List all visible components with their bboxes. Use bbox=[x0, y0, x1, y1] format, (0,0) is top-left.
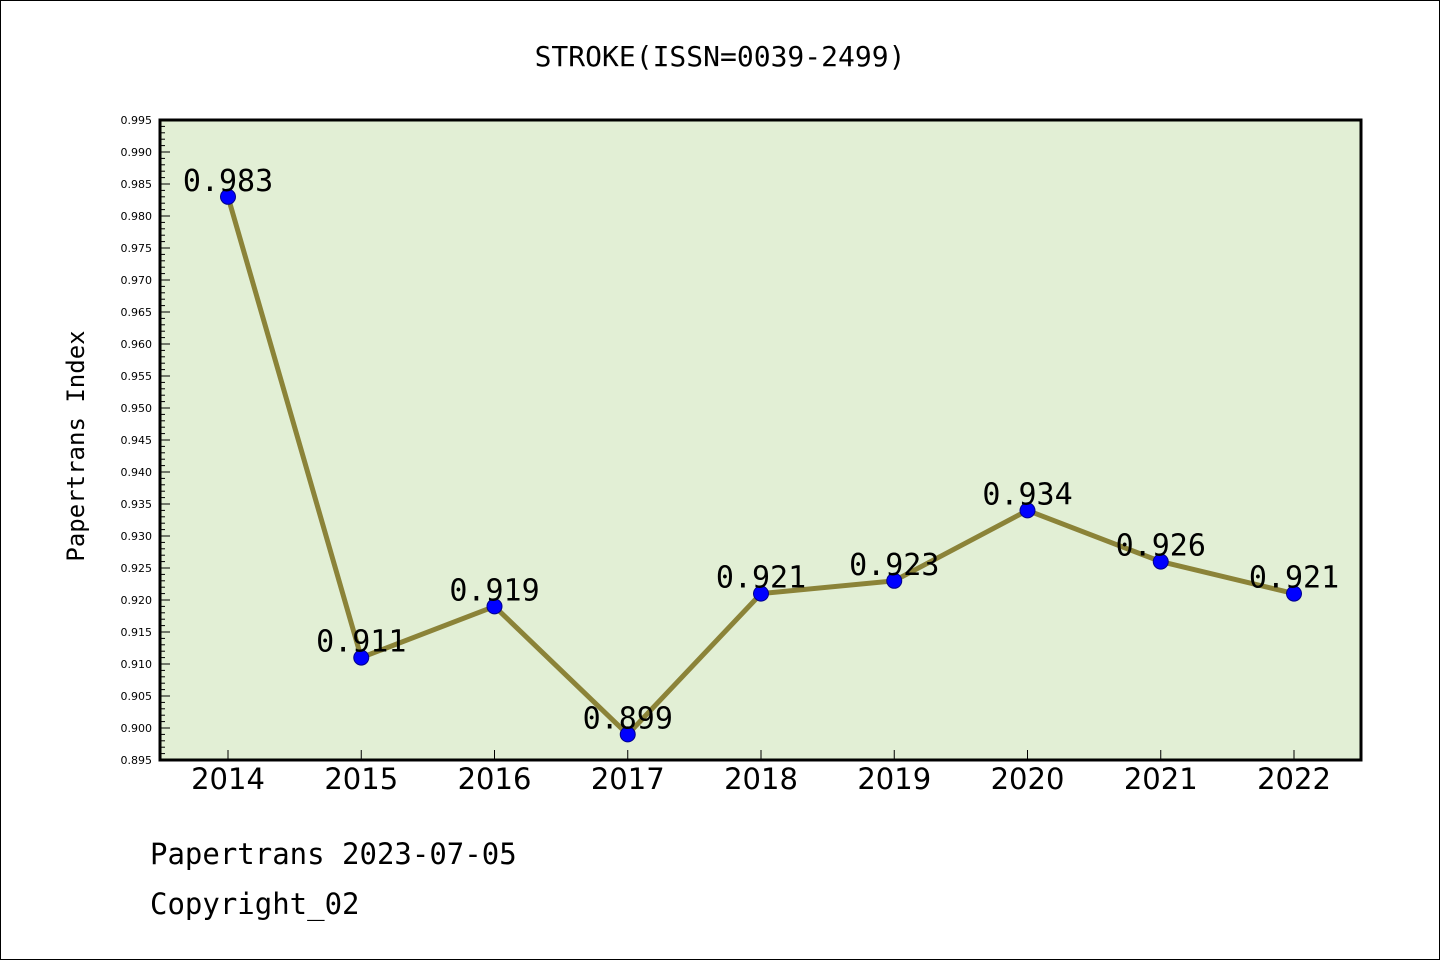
data-point bbox=[753, 585, 769, 602]
data-label: 0.926 bbox=[1116, 529, 1206, 564]
x-tick-label: 2014 bbox=[191, 762, 265, 796]
data-label: 0.899 bbox=[583, 701, 673, 736]
y-tick-label: 0.915 bbox=[121, 626, 153, 639]
data-point bbox=[1286, 585, 1302, 602]
chart-title: STROKE(ISSN=0039-2499) bbox=[535, 40, 906, 73]
data-label: 0.983 bbox=[183, 164, 273, 199]
data-labels: 0.983 0.911 0.919 0.899 0.921 0.923 0.934 0.926… bbox=[183, 164, 1339, 737]
data-point bbox=[353, 649, 370, 666]
y-tick-label: 0.955 bbox=[121, 370, 153, 383]
footer-date: Papertrans 2023-07-05 bbox=[150, 837, 517, 871]
y-axis-label: Papertrans Index bbox=[62, 330, 90, 561]
y-tick-label: 0.905 bbox=[121, 690, 153, 703]
data-label: 0.911 bbox=[316, 625, 406, 660]
y-tick-label: 0.990 bbox=[121, 146, 153, 159]
data-point bbox=[1019, 502, 1036, 519]
y-tick-label: 0.920 bbox=[121, 594, 153, 607]
data-label: 0.921 bbox=[1249, 561, 1339, 596]
series-markers bbox=[220, 188, 1302, 743]
x-tick-label: 2017 bbox=[591, 762, 665, 796]
data-label: 0.921 bbox=[716, 561, 806, 596]
x-axis: 2014 2015 2016 2017 2018 2019 2020 2021 2022 bbox=[191, 750, 1331, 796]
y-tick-label: 0.935 bbox=[121, 498, 153, 511]
y-tick-label: 0.975 bbox=[121, 242, 153, 255]
y-tick-label: 0.895 bbox=[121, 754, 153, 767]
y-tick-label: 0.940 bbox=[121, 466, 153, 479]
y-tick-label: 0.950 bbox=[121, 402, 153, 415]
data-point bbox=[1152, 553, 1169, 570]
data-label: 0.934 bbox=[982, 477, 1072, 512]
data-point bbox=[886, 572, 903, 589]
plot-area bbox=[160, 120, 1361, 760]
plot-border bbox=[158, 118, 1363, 762]
data-point bbox=[220, 188, 236, 205]
y-tick-label: 0.960 bbox=[121, 338, 153, 351]
y-tick-label: 0.945 bbox=[121, 434, 153, 447]
x-tick-label: 2019 bbox=[857, 762, 931, 796]
y-tick-label: 0.910 bbox=[121, 658, 153, 671]
x-tick-label: 2021 bbox=[1124, 762, 1198, 796]
y-tick-label: 0.985 bbox=[121, 178, 153, 191]
x-tick-label: 2018 bbox=[724, 762, 798, 796]
x-tick-label: 2022 bbox=[1257, 762, 1331, 796]
data-point bbox=[486, 598, 503, 615]
x-tick-label: 2020 bbox=[991, 762, 1065, 796]
x-tick-label: 2016 bbox=[458, 762, 532, 796]
data-label: 0.919 bbox=[449, 573, 539, 608]
data-point bbox=[619, 726, 636, 743]
x-tick-label: 2015 bbox=[324, 762, 398, 796]
y-tick-label: 0.970 bbox=[121, 274, 153, 287]
data-label: 0.923 bbox=[849, 548, 939, 583]
footer-copyright: Copyright_02 bbox=[150, 887, 360, 922]
y-tick-label: 0.925 bbox=[121, 562, 153, 575]
y-tick-label: 0.980 bbox=[121, 210, 153, 223]
y-tick-label: 0.995 bbox=[121, 114, 153, 127]
y-tick-label: 0.965 bbox=[121, 306, 153, 319]
y-tick-label: 0.930 bbox=[121, 530, 153, 543]
y-tick-label: 0.900 bbox=[121, 722, 153, 735]
